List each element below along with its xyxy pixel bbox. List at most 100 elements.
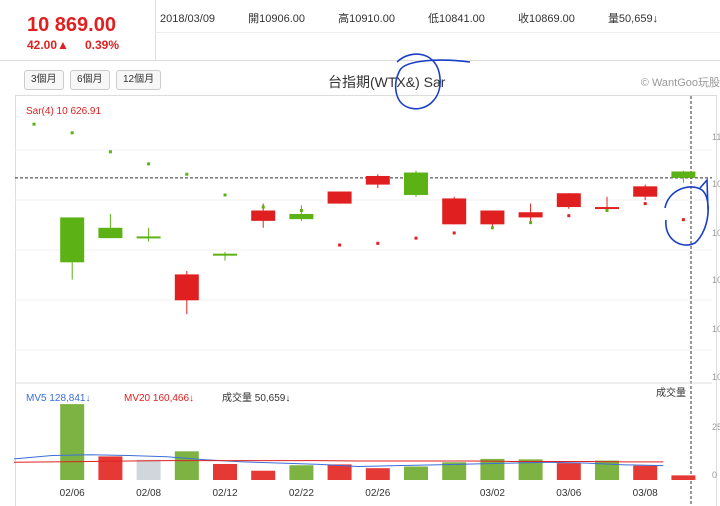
volume-bar <box>633 465 658 480</box>
candle-body <box>98 227 123 239</box>
sar-dot <box>452 231 456 235</box>
candle-body <box>404 172 428 195</box>
volume-bar <box>518 459 543 480</box>
sar-dot <box>147 162 151 166</box>
x-tick-label: 02/12 <box>212 488 237 499</box>
volume-bars <box>60 404 696 480</box>
mv5-line <box>13 454 664 468</box>
volume-bar <box>174 451 199 480</box>
volume-bar <box>136 459 161 480</box>
sar-dot <box>490 226 494 230</box>
sar-dot <box>376 241 380 245</box>
stats-divider <box>155 32 720 33</box>
range-12m-button[interactable]: 12個月 <box>116 70 162 90</box>
candle-body <box>136 236 161 239</box>
candle-body <box>442 198 467 225</box>
range-6m-button[interactable]: 6個月 <box>70 70 110 90</box>
y-tick-label: 10 <box>712 372 720 382</box>
close-value: 收10869.00 <box>517 13 575 25</box>
volume-legend: 成交量 50,659↓ <box>222 391 290 404</box>
candle-body <box>556 193 581 208</box>
sar-dot <box>605 209 609 213</box>
candle-body <box>251 210 276 221</box>
candle-body <box>213 253 237 256</box>
x-tick-label: 02/08 <box>136 488 161 499</box>
sar-dot <box>643 202 647 206</box>
volume-bar <box>327 464 352 480</box>
sar-dot <box>529 221 533 225</box>
x-tick-label: 02/22 <box>289 488 314 499</box>
volume-bar <box>98 456 123 480</box>
volume-bar <box>480 458 505 480</box>
price-change-pct: 0.39% <box>85 38 120 52</box>
sar-dot <box>32 122 36 126</box>
range-3m-button[interactable]: 3個月 <box>24 70 64 90</box>
candle-body <box>327 191 352 204</box>
x-tick-label: 03/06 <box>556 488 581 499</box>
sar-dot <box>108 150 112 154</box>
sar-dot <box>185 172 189 176</box>
high-value: 高10910.00 <box>338 13 395 25</box>
candle-body <box>174 274 199 301</box>
volume-bar <box>595 460 619 480</box>
y-tick-label: 10 <box>712 179 720 189</box>
candle-body <box>671 171 696 178</box>
sar-dot <box>414 236 418 240</box>
x-tick-label: 03/08 <box>633 488 658 499</box>
volume-tick-label: 0 <box>712 470 717 480</box>
x-tick-label: 03/02 <box>480 488 505 499</box>
chart-title: 台指期(WTX&) Sar <box>328 74 446 90</box>
y-tick-label: 10 <box>712 324 720 334</box>
volume-axis-label: 成交量 <box>656 386 686 399</box>
volume-bar <box>671 475 696 480</box>
y-tick-label: 10 <box>712 275 720 285</box>
header-divider <box>155 0 156 60</box>
mv20-legend: MV20 160,466↓ <box>124 393 194 404</box>
volume-bar <box>60 404 85 480</box>
y-tick-label: 11 <box>712 132 720 142</box>
volume-bar <box>213 463 237 480</box>
volume-value: 量50,659↓ <box>607 13 659 25</box>
hand-drawn-circle-title <box>394 53 471 110</box>
candle-body <box>60 217 85 263</box>
quote-header: 10 869.00 42.00▲ 0.39% 2018/03/09 開10906… <box>0 0 720 61</box>
candle-body <box>480 210 505 225</box>
quote-date: 2018/03/09 <box>160 13 216 25</box>
ohlc-stats: 2018/03/09 開10906.00 高10910.00 低10841.00… <box>160 10 688 26</box>
sar-dot <box>681 218 685 222</box>
sar-dot <box>567 214 571 218</box>
y-axis-labels: 11 10 10 10 10 10 25 0 <box>712 132 720 480</box>
candles <box>60 170 696 315</box>
price-change: 42.00▲ <box>27 38 69 52</box>
candle-body <box>289 213 314 220</box>
candle-body <box>365 175 390 185</box>
sar-dot <box>338 243 342 247</box>
volume-bar <box>251 470 276 480</box>
low-value: 低10841.00 <box>428 13 485 25</box>
volume-bar <box>365 468 390 480</box>
candle-body <box>595 207 619 210</box>
mv20-line <box>13 460 664 463</box>
volume-bar <box>404 466 428 480</box>
chart-grid <box>15 149 712 351</box>
x-axis-labels: 02/06 02/08 02/12 02/22 02/26 03/02 03/06 03/08 <box>60 488 658 499</box>
open-value: 開10906.00 <box>248 13 306 25</box>
sar-dot <box>223 193 227 197</box>
sar-dot <box>299 209 303 213</box>
x-tick-label: 02/26 <box>365 488 390 499</box>
volume-bar <box>442 462 467 480</box>
sar-label: Sar(4) 10 626.91 <box>26 106 101 117</box>
volume-bar <box>556 463 581 480</box>
x-tick-label: 02/06 <box>60 488 85 499</box>
hand-drawn-circle-last <box>664 177 709 246</box>
candle-body <box>518 212 543 218</box>
volume-bar <box>289 465 314 480</box>
y-tick-label: 10 <box>712 228 720 238</box>
brand-watermark: © WantGoo玩股 <box>640 77 720 89</box>
mv5-legend: MV5 128,841↓ <box>26 393 91 404</box>
sar-dots <box>32 122 685 247</box>
sar-dot <box>261 205 265 209</box>
last-price: 10 869.00 <box>27 14 116 36</box>
volume-tick-label: 25 <box>712 422 720 432</box>
